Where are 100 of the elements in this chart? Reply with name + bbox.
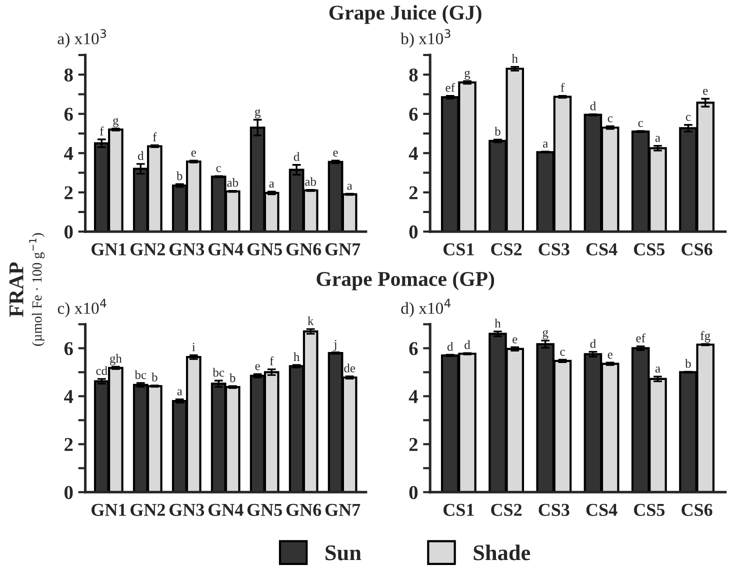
data-label: a [655, 136, 660, 142]
data-label: g [542, 330, 548, 340]
y-tick-label: 0 [409, 225, 418, 239]
x-tick-label: CS6 [682, 504, 712, 516]
legend-label: Sun [326, 545, 362, 560]
y-axis-title: FRAP [9, 262, 24, 317]
data-label: k [308, 316, 314, 325]
data-label: a [269, 182, 274, 188]
x-tick-label: GN1 [92, 243, 126, 256]
y-tick-label: 4 [64, 147, 74, 160]
x-tick-label: GN1 [92, 504, 126, 516]
data-label: b [494, 126, 500, 136]
text: c) x10$^{4}$ [58, 298, 106, 318]
data-label: h [494, 318, 501, 328]
text: (µmol Fe · 100 g$^{−1}$) [29, 233, 45, 346]
text: d) x10$^{4}$ [401, 298, 451, 318]
x-tick-label: GN4 [208, 243, 244, 256]
data-label: c [608, 116, 613, 122]
legend-label: Shade [474, 544, 530, 560]
x-tick-label: CS3 [538, 243, 570, 256]
y-tick-label: 6 [409, 108, 418, 121]
data-label: d [294, 152, 300, 161]
y-tick-label: 6 [64, 342, 73, 356]
data-label: b [152, 372, 158, 382]
y-tick-label: 2 [64, 438, 73, 451]
x-tick-label: CS4 [586, 243, 618, 256]
data-label: de [344, 364, 356, 372]
data-label: ef [446, 82, 455, 92]
x-tick-label: GN2 [130, 243, 165, 256]
x-tick-label: GN7 [325, 504, 360, 516]
data-label: d [447, 342, 454, 351]
x-tick-label: GN3 [169, 243, 204, 256]
x-tick-label: CS5 [634, 504, 665, 516]
x-tick-label: CS1 [444, 504, 474, 516]
data-label: e [608, 352, 612, 359]
data-label: d [590, 102, 596, 110]
x-tick-label: GN6 [286, 504, 322, 516]
y-tick-label: 8 [64, 68, 73, 82]
data-label: f [270, 356, 274, 366]
data-label: f [100, 126, 104, 136]
x-tick-label: GN3 [169, 504, 204, 516]
data-label: bc [134, 370, 146, 380]
data-label: c [638, 121, 643, 128]
data-label: e [333, 150, 338, 157]
data-label: gh [110, 354, 122, 366]
data-label: f [560, 82, 565, 92]
data-label: g [255, 109, 260, 118]
y-tick-label: 6 [64, 108, 73, 121]
data-label: bc [212, 368, 224, 377]
data-label: e [703, 88, 708, 95]
data-label: cd [96, 366, 108, 376]
x-tick-label: CS3 [538, 504, 570, 516]
data-label: ab [227, 178, 238, 187]
data-label: a [347, 184, 352, 190]
data-label: d [464, 340, 470, 350]
y-tick-label: 2 [409, 186, 418, 200]
y-tick-label: 4 [408, 390, 418, 403]
data-label: b [230, 373, 236, 382]
y-tick-label: 4 [64, 390, 74, 403]
data-label: c [686, 114, 691, 121]
data-label: h [512, 54, 518, 63]
data-label: ef [636, 333, 646, 342]
data-label: e [255, 364, 260, 370]
x-tick-label: CS5 [634, 243, 665, 256]
data-label: g [464, 70, 470, 80]
x-tick-label: CS2 [491, 243, 522, 256]
x-tick-label: GN2 [130, 504, 165, 516]
data-label: a [655, 366, 660, 373]
x-tick-label: GN7 [325, 243, 360, 256]
x-tick-label: GN5 [247, 504, 282, 516]
data-label: a [177, 389, 182, 396]
data-label: d [590, 339, 596, 348]
x-tick-label: CS1 [444, 243, 474, 256]
x-tick-label: GN6 [286, 243, 322, 256]
y-tick-label: 4 [408, 147, 418, 160]
y-tick-label: 8 [409, 68, 418, 82]
data-label: ab [305, 177, 316, 186]
data-label: c [216, 166, 221, 172]
x-tick-label: GN4 [208, 504, 244, 516]
data-label: j [333, 340, 336, 351]
data-label: e [191, 150, 196, 157]
x-tick-label: GN5 [247, 243, 282, 256]
chart-title: Grape Juice (GJ) [329, 5, 482, 24]
data-label: e [512, 337, 518, 344]
y-tick-label: 6 [409, 342, 418, 356]
x-tick-label: CS4 [586, 504, 618, 516]
data-label: b [176, 171, 182, 180]
x-tick-label: CS6 [682, 243, 712, 256]
data-label: i [192, 342, 196, 352]
y-tick-label: 0 [64, 486, 73, 500]
data-label: d [138, 151, 144, 160]
x-tick-label: CS2 [491, 504, 522, 516]
data-label: g [113, 118, 119, 128]
text: a) x10$^{3}$ [58, 29, 106, 48]
text: b) x10$^{3}$ [400, 29, 450, 48]
data-label: b [685, 359, 691, 368]
chart-title: Grape Pomace (GP) [316, 271, 494, 290]
data-label: f [152, 132, 157, 142]
y-tick-label: 0 [409, 486, 418, 500]
data-label: a [543, 142, 548, 148]
